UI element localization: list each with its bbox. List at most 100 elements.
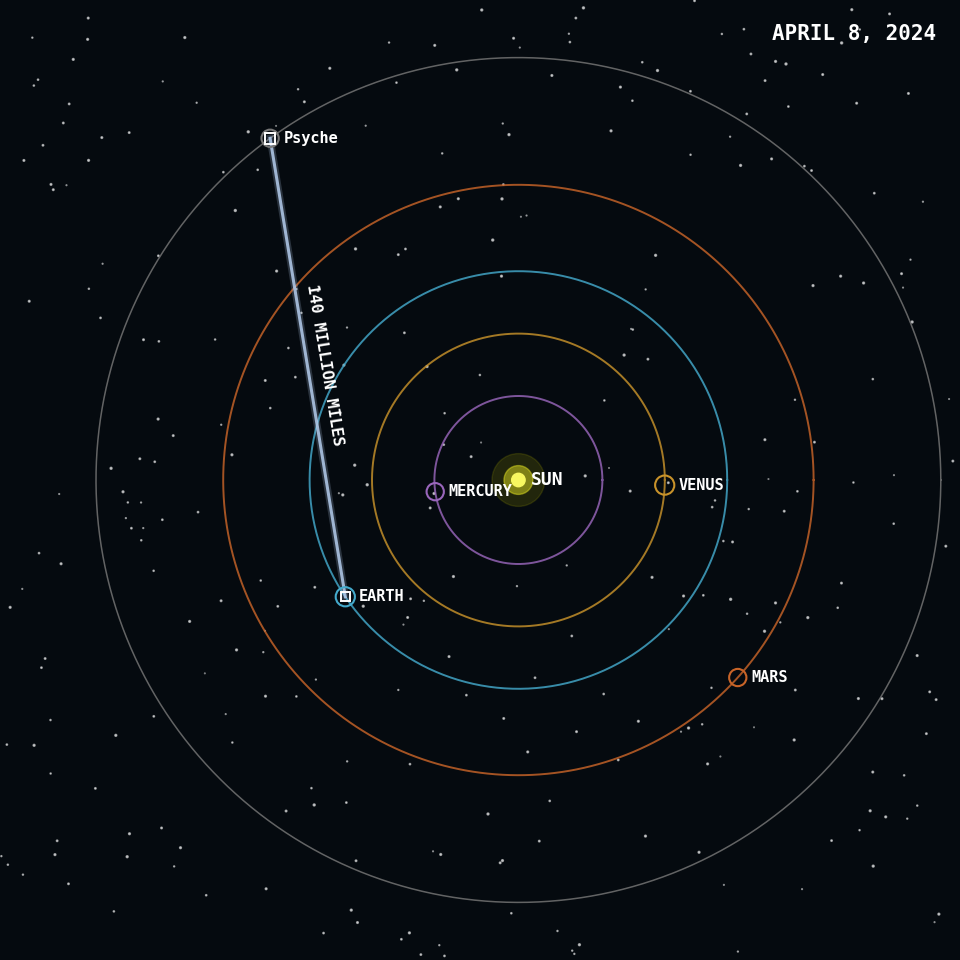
- Point: [0, 849, 9, 864]
- Point: [349, 915, 365, 930]
- Point: [381, 35, 396, 50]
- Point: [59, 178, 74, 193]
- Point: [572, 937, 588, 952]
- Point: [790, 484, 805, 499]
- Point: [445, 569, 461, 585]
- Point: [289, 281, 304, 297]
- Point: [306, 797, 322, 812]
- Point: [197, 665, 212, 681]
- Point: [660, 475, 676, 491]
- Point: [694, 716, 709, 732]
- Point: [61, 96, 77, 111]
- Point: [45, 182, 60, 198]
- Point: [401, 925, 417, 941]
- Point: [928, 692, 944, 708]
- Point: [746, 720, 761, 735]
- Point: [152, 334, 167, 349]
- Point: [360, 477, 375, 492]
- Point: [316, 925, 331, 941]
- Point: [50, 833, 65, 849]
- Point: [82, 281, 97, 297]
- Point: [216, 164, 231, 180]
- Point: [496, 710, 512, 726]
- Point: [644, 569, 660, 585]
- Point: [449, 62, 465, 78]
- Point: [257, 372, 273, 388]
- Point: [14, 581, 30, 596]
- Point: [512, 40, 527, 56]
- Point: [289, 688, 304, 704]
- Point: [897, 768, 912, 783]
- Point: [773, 614, 788, 630]
- Point: [394, 931, 409, 947]
- Point: [562, 26, 577, 41]
- Point: [623, 322, 638, 337]
- Point: [568, 11, 584, 26]
- Text: 140 MILLION MILES: 140 MILLION MILES: [303, 283, 345, 446]
- Point: [437, 405, 452, 420]
- Point: [904, 314, 920, 329]
- Point: [631, 713, 646, 729]
- Point: [442, 649, 457, 664]
- Point: [625, 93, 640, 108]
- Point: [120, 494, 135, 510]
- Point: [741, 501, 756, 516]
- Point: [900, 85, 916, 101]
- Point: [596, 686, 612, 702]
- Point: [257, 623, 273, 638]
- Point: [805, 277, 821, 293]
- Point: [218, 707, 233, 722]
- Point: [681, 720, 696, 735]
- Point: [146, 564, 161, 579]
- Point: [60, 876, 76, 892]
- Point: [472, 368, 488, 383]
- Point: [509, 579, 524, 594]
- Point: [806, 435, 822, 450]
- Point: [691, 845, 707, 860]
- Point: [308, 672, 324, 687]
- Point: [931, 906, 947, 922]
- Text: EARTH: EARTH: [359, 589, 404, 604]
- Point: [900, 811, 915, 827]
- Point: [862, 804, 877, 819]
- Point: [756, 624, 772, 639]
- Point: [358, 118, 373, 133]
- Point: [704, 680, 719, 695]
- Point: [87, 780, 103, 796]
- Point: [686, 0, 702, 9]
- Point: [716, 877, 732, 893]
- Point: [834, 36, 850, 51]
- Point: [527, 670, 542, 685]
- Point: [946, 453, 960, 468]
- Point: [420, 359, 435, 374]
- Point: [650, 62, 665, 78]
- Point: [402, 756, 418, 772]
- Point: [520, 744, 536, 759]
- Point: [501, 127, 516, 142]
- Point: [422, 500, 438, 516]
- Point: [851, 691, 866, 707]
- Point: [886, 468, 901, 483]
- Point: [625, 322, 640, 337]
- Point: [34, 660, 49, 675]
- Point: [182, 613, 198, 629]
- Point: [544, 68, 560, 84]
- Point: [705, 499, 720, 515]
- Point: [124, 520, 139, 536]
- Point: [514, 209, 529, 225]
- Point: [532, 833, 547, 849]
- Point: [355, 598, 371, 613]
- Point: [432, 938, 447, 953]
- Point: [32, 545, 47, 561]
- Point: [492, 855, 508, 871]
- Point: [495, 116, 511, 132]
- Point: [578, 468, 593, 484]
- Point: [760, 471, 776, 487]
- Point: [278, 804, 294, 819]
- Point: [207, 332, 223, 348]
- Point: [21, 294, 36, 309]
- Point: [852, 22, 868, 37]
- Point: [867, 185, 882, 201]
- Point: [622, 484, 637, 499]
- Point: [36, 137, 51, 153]
